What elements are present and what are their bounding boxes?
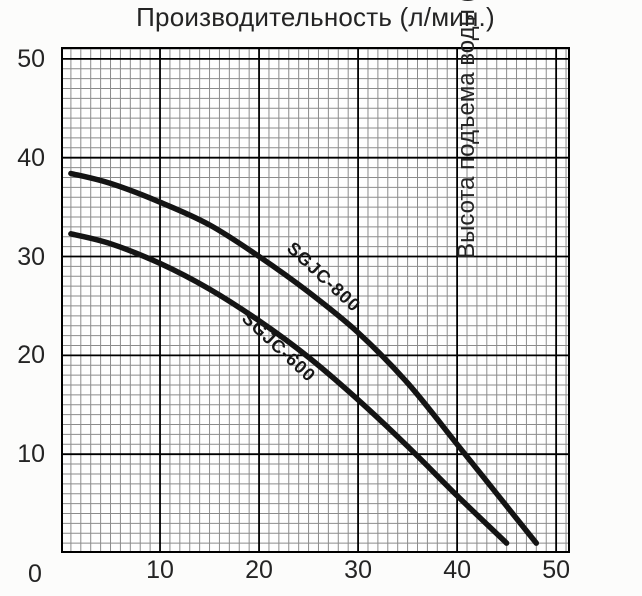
grid-major [61, 47, 570, 553]
origin-tick-label: 0 [28, 560, 42, 588]
y-axis-title: Высота подъема воды (метр) [453, 0, 480, 259]
x-tick-label-20: 20 [245, 556, 273, 584]
plot-area: SGJC-800 SGJC-600 [61, 47, 570, 553]
y-tick-label-20: 20 [17, 341, 45, 370]
y-tick-label-50: 50 [17, 44, 45, 73]
x-tick-label-30: 30 [344, 556, 372, 584]
plot-border [61, 47, 570, 553]
y-tick-label-30: 30 [17, 242, 45, 271]
x-tick-label-50: 50 [542, 556, 571, 584]
plot-canvas [61, 47, 570, 553]
y-tick-label-10: 10 [17, 440, 45, 469]
chart-title: Производительность (л/мин.) [136, 2, 495, 32]
curve-sgjc-600 [68, 231, 510, 546]
curve-sgjc-800 [68, 170, 540, 546]
x-tick-label-10: 10 [146, 556, 174, 584]
y-tick-label-40: 40 [17, 143, 45, 172]
x-tick-label-40: 40 [443, 556, 471, 584]
